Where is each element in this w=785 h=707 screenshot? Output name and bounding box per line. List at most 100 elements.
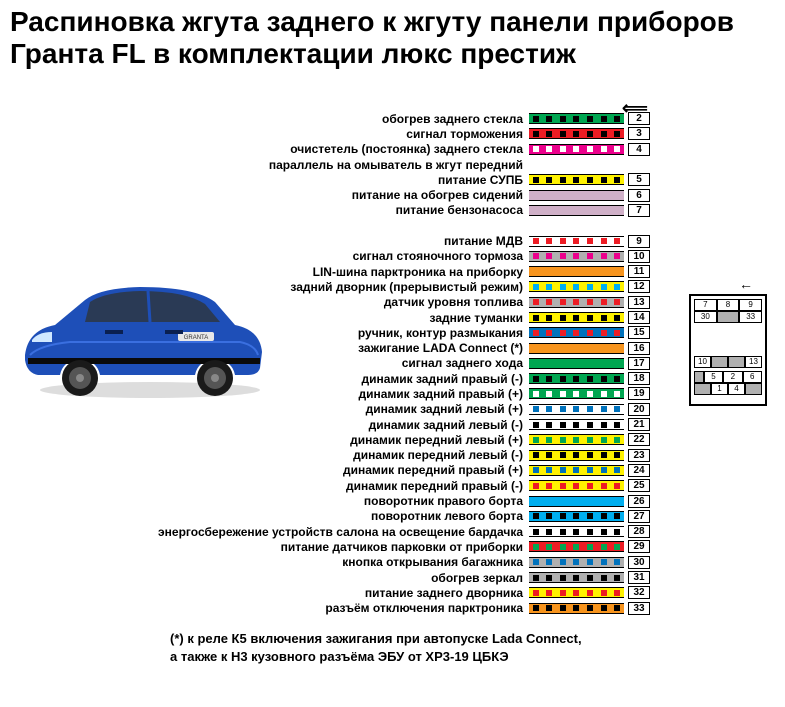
pin-wire <box>529 373 624 384</box>
pin-row: обогрев заднего стекла2 <box>60 111 650 126</box>
car-illustration: GRANTA <box>10 260 270 410</box>
footnote: (*) к реле К5 включения зажигания при ав… <box>170 630 582 665</box>
pin-row: параллель на омыватель в жгут передний <box>60 157 650 172</box>
pin-row: питание СУПБ 5 <box>60 172 650 187</box>
pin-row: кнопка открывания багажника 30 <box>60 555 650 570</box>
pin-wire <box>529 327 624 338</box>
pin-label: динамик передний правый (+) <box>343 463 529 477</box>
pin-number: 5 <box>628 173 650 186</box>
pin-label: питание заднего дворника <box>365 586 529 600</box>
pin-wire <box>529 557 624 568</box>
pin-number: 15 <box>628 326 650 339</box>
pin-label: питание МДВ <box>444 234 529 248</box>
pin-label: динамик задний правый (-) <box>361 372 529 386</box>
connector-cell: 7 <box>694 299 717 311</box>
pin-wire <box>529 388 624 399</box>
pin-number: 6 <box>628 189 650 202</box>
pin-number <box>628 219 650 232</box>
pin-label: зажигание LADA Connect (*) <box>358 341 529 355</box>
pin-wire <box>529 220 624 231</box>
pin-row: разъём отключения парктроника 33 <box>60 601 650 616</box>
pin-label: питание датчиков парковки от приборки <box>281 540 529 554</box>
pin-label: динамик задний левый (-) <box>369 418 529 432</box>
pin-label: питание на обогрев сидений <box>352 188 529 202</box>
connector-cell: 33 <box>739 311 762 323</box>
pin-wire <box>529 128 624 139</box>
pin-number: 25 <box>628 479 650 492</box>
pin-label: энергосбережение устройств салона на осв… <box>158 525 529 539</box>
pin-row: питание МДВ 9 <box>60 233 650 248</box>
pin-wire <box>529 236 624 247</box>
pin-label: задний дворник (прерывистый режим) <box>290 280 529 294</box>
pin-row: питание бензонасоса7 <box>60 203 650 218</box>
connector-diagram: 789 3033 1013 526 14 <box>689 294 767 406</box>
pin-number: 30 <box>628 556 650 569</box>
pin-number: 7 <box>628 204 650 217</box>
pin-row: обогрев зеркал31 <box>60 570 650 585</box>
pin-label: LIN-шина парктроника на приборку <box>313 265 529 279</box>
connector-cell <box>745 383 762 395</box>
pin-label: динамик задний правый (+) <box>358 387 529 401</box>
pin-label: сигнал торможения <box>406 127 529 141</box>
pin-number: 12 <box>628 280 650 293</box>
pin-number: 28 <box>628 525 650 538</box>
pin-row: динамик задний левый (-) 21 <box>60 417 650 432</box>
connector-cell: 5 <box>704 371 723 383</box>
pin-number: 27 <box>628 510 650 523</box>
pin-row: динамик передний правый (+) 24 <box>60 463 650 478</box>
pin-number: 16 <box>628 342 650 355</box>
pin-wire <box>529 465 624 476</box>
pin-label: питание СУПБ <box>438 173 529 187</box>
pin-wire <box>529 312 624 323</box>
connector-cell: 13 <box>745 356 762 368</box>
pin-number: 33 <box>628 602 650 615</box>
pin-wire <box>529 358 624 369</box>
pin-number: 23 <box>628 449 650 462</box>
pin-label: параллель на омыватель в жгут передний <box>269 158 529 172</box>
pin-wire <box>529 205 624 216</box>
pin-wire <box>529 526 624 537</box>
pin-number: 24 <box>628 464 650 477</box>
pin-wire <box>529 572 624 583</box>
pin-label: динамик передний левый (-) <box>353 448 529 462</box>
pin-number: 31 <box>628 571 650 584</box>
pin-wire <box>529 587 624 598</box>
connector-cell: 10 <box>694 356 711 368</box>
pin-label: задние туманки <box>430 311 529 325</box>
pin-wire <box>529 281 624 292</box>
pin-wire <box>529 343 624 354</box>
pin-number: 17 <box>628 357 650 370</box>
pin-wire <box>529 404 624 415</box>
pin-wire <box>529 511 624 522</box>
car-badge: GRANTA <box>184 335 209 341</box>
pin-label: разъём отключения парктроника <box>325 601 529 615</box>
pin-number: 29 <box>628 540 650 553</box>
pin-wire <box>529 419 624 430</box>
pin-wire <box>529 297 624 308</box>
connector-arrow: ← <box>739 276 753 292</box>
connector-cell <box>694 371 704 383</box>
pin-number: 32 <box>628 586 650 599</box>
connector-cell <box>694 383 711 395</box>
pin-number: 18 <box>628 372 650 385</box>
connector-cell: 30 <box>694 311 717 323</box>
pin-wire <box>529 251 624 262</box>
pin-label: кнопка открывания багажника <box>342 555 529 569</box>
pin-wire <box>529 190 624 201</box>
pin-row: поворотник левого борта27 <box>60 509 650 524</box>
pin-number: 9 <box>628 235 650 248</box>
pin-label: сигнал заднего хода <box>402 356 529 370</box>
pin-wire <box>529 434 624 445</box>
pin-label: сигнал стояночного тормоза <box>353 249 529 263</box>
pin-row: питание на обогрев сидений 6 <box>60 187 650 202</box>
pin-label: датчик уровня топлива <box>384 295 529 309</box>
pin-wire <box>529 113 624 124</box>
pin-row <box>60 218 650 233</box>
connector-cell: 9 <box>739 299 762 311</box>
pin-number <box>628 158 650 171</box>
pin-number: 4 <box>628 143 650 156</box>
pin-row: питание датчиков парковки от приборки 29 <box>60 539 650 554</box>
pin-number: 21 <box>628 418 650 431</box>
pin-row: сигнал торможения3 <box>60 126 650 141</box>
pin-number: 22 <box>628 433 650 446</box>
